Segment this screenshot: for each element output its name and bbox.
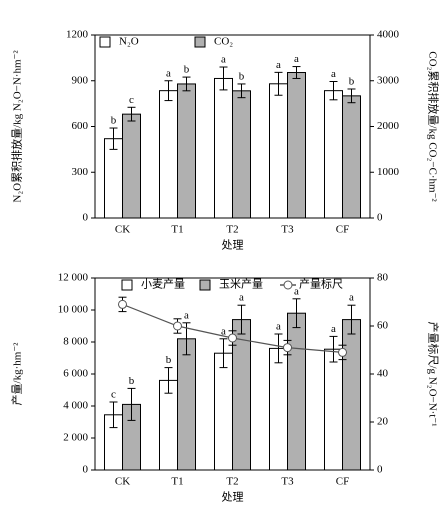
bar [159,379,178,471]
line-point [118,299,127,309]
y2-tick-label: 1000 [377,166,400,178]
bar [177,338,196,471]
y-axis-label: N₂O累积排放量/kg N₂O−N·hm⁻² [10,50,24,203]
x-tick-label: CF [336,224,349,236]
significance-letter: b [184,64,190,76]
significance-letter: a [221,325,226,337]
y2-axis-label: CO₂累积排放量/kg CO₂−C·hm⁻² [426,51,440,202]
y-tick-label: 4 000 [63,400,88,412]
x-tick-label: CF [336,476,349,488]
x-tick-label: T3 [281,476,294,488]
significance-letter: c [111,389,116,401]
line-point [228,333,237,343]
x-tick-label: T3 [281,224,294,236]
y2-tick-label: 40 [377,368,389,380]
significance-letter: a [166,67,171,79]
significance-letter: a [349,292,354,304]
bar [159,90,178,219]
legend-label: N₂O [119,36,139,48]
y-tick-label: 10 000 [58,304,89,316]
legend-label: CO₂ [214,36,233,48]
significance-letter: a [331,68,336,80]
legend-swatch [121,279,133,291]
x-axis-label: 处理 [222,239,244,252]
y2-tick-label: 80 [377,272,389,284]
bar [324,90,343,219]
y-tick-label: 1200 [66,29,89,41]
significance-letter: b [111,115,117,127]
y2-tick-label: 0 [377,464,383,476]
significance-letter: c [129,94,134,106]
y-axis-label: 产量/kg·hm⁻² [10,342,24,406]
significance-letter: a [221,54,226,66]
significance-letter: a [239,292,244,304]
bar [232,319,251,471]
y-tick-label: 2 000 [63,432,88,444]
significance-letter: a [184,309,189,321]
bar [214,352,233,471]
y-tick-label: 8 000 [63,336,88,348]
significance-letter: a [294,53,299,65]
bar [122,113,141,219]
bar [214,77,233,219]
bar [287,312,306,471]
significance-letter: b [239,70,245,82]
legend-label: 玉米产量 [219,277,263,291]
line-point [338,347,347,357]
bar [287,72,306,219]
y-tick-label: 0 [83,212,89,224]
bar [269,347,288,471]
legend-marker [283,280,293,290]
significance-letter: a [276,321,281,333]
x-tick-label: CK [115,476,130,488]
y-tick-label: 0 [83,464,89,476]
y-tick-label: 6 000 [63,368,88,380]
y2-tick-label: 60 [377,320,389,332]
significance-letter: a [294,285,299,297]
significance-letter: b [129,375,135,387]
bar [177,83,196,219]
bar [232,90,251,219]
x-tick-label: CK [115,224,130,236]
legend-label: 小麦产量 [141,277,185,291]
y-tick-label: 300 [72,166,89,178]
significance-letter: b [166,354,172,366]
y2-tick-label: 0 [377,212,383,224]
x-axis-label: 处理 [222,491,244,504]
y2-axis-label: 产量标尺/g N₂O−N·t⁻¹ [426,322,440,427]
y-tick-label: 12 000 [58,272,89,284]
legend-swatch [199,279,211,291]
y2-tick-label: 2000 [377,120,400,132]
bar [269,83,288,219]
bar [104,138,123,219]
bar [342,95,361,219]
y2-tick-label: 20 [377,416,389,428]
significance-letter: b [349,76,355,88]
y-tick-label: 900 [72,74,89,86]
legend-label: 产量标尺 [299,277,343,291]
bar [324,348,343,471]
significance-letter: a [331,323,336,335]
x-tick-label: T1 [171,224,183,236]
x-tick-label: T1 [171,476,183,488]
line-point [283,343,292,353]
y2-tick-label: 3000 [377,74,400,86]
x-tick-label: T2 [226,476,238,488]
bar [342,319,361,471]
y-tick-label: 600 [72,120,89,132]
y2-tick-label: 4000 [377,29,400,41]
significance-letter: a [276,59,281,71]
legend-swatch [99,36,111,48]
legend-swatch [194,36,206,48]
x-tick-label: T2 [226,224,238,236]
line-point [173,321,182,331]
